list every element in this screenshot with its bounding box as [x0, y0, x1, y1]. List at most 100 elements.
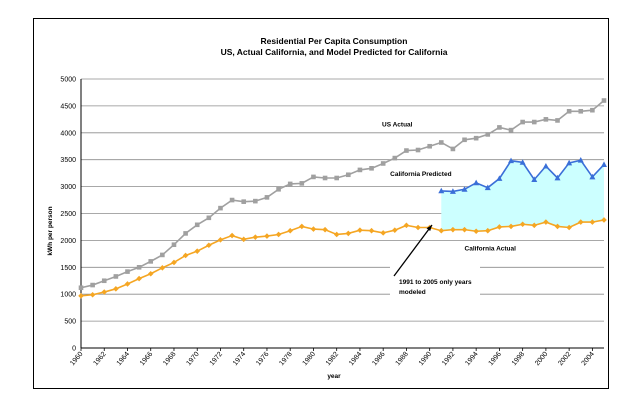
x-tick-label: 1964 — [116, 351, 131, 368]
data-point — [473, 135, 479, 141]
y-tick-label: 2000 — [60, 238, 76, 245]
series-line — [80, 99, 605, 289]
data-point — [311, 174, 316, 180]
y-tick-label: 4000 — [60, 130, 76, 137]
chart-title: Residential Per Capita Consumption — [261, 36, 408, 46]
data-point — [148, 259, 154, 264]
data-point — [449, 188, 456, 194]
data-point — [601, 217, 607, 223]
data-point — [194, 222, 200, 228]
y-tick-label: 500 — [64, 319, 76, 326]
data-point — [473, 228, 479, 235]
data-point — [369, 166, 374, 171]
annotation-arrow-line — [393, 224, 433, 277]
data-point — [484, 184, 491, 191]
data-point — [264, 195, 270, 200]
data-point — [357, 227, 363, 233]
chart-frame: Residential Per Capita Consumption US, A… — [33, 18, 609, 389]
x-tick-label: 1988 — [395, 351, 410, 368]
x-tick-label: 1972 — [209, 351, 224, 368]
data-point — [113, 274, 119, 279]
data-point — [566, 108, 572, 114]
data-point — [508, 223, 514, 230]
data-point — [438, 227, 445, 234]
data-point — [276, 186, 281, 192]
data-point — [322, 226, 328, 233]
data-point — [462, 137, 467, 143]
data-point — [240, 236, 247, 243]
x-tick-label: 2000 — [534, 351, 549, 368]
data-point — [206, 215, 212, 221]
data-point — [78, 293, 84, 299]
x-tick-label: 1992 — [441, 351, 456, 368]
data-point — [89, 291, 96, 298]
data-point — [159, 265, 166, 271]
prediction-region — [441, 160, 604, 232]
data-point — [101, 289, 108, 295]
data-point — [322, 175, 328, 181]
data-point — [531, 119, 537, 125]
data-point — [496, 224, 503, 230]
data-point — [160, 252, 165, 258]
data-point — [275, 231, 282, 238]
data-point — [229, 232, 235, 239]
data-point — [438, 187, 445, 194]
data-point — [368, 227, 375, 234]
series-california-predicted — [438, 157, 607, 194]
data-point — [392, 155, 398, 161]
data-point — [461, 226, 468, 233]
data-point — [403, 222, 410, 229]
series-labels: US Actual California Predicted California … — [382, 121, 516, 252]
data-point — [601, 161, 607, 167]
data-point — [345, 230, 352, 237]
x-tick-label: 1998 — [511, 351, 526, 368]
data-point — [497, 125, 502, 130]
data-point — [554, 223, 561, 230]
data-point — [404, 148, 409, 153]
data-point — [566, 159, 573, 166]
y-tick-label: 1500 — [60, 265, 76, 272]
data-point — [473, 179, 480, 186]
x-tick-label: 1986 — [371, 351, 386, 368]
data-point — [508, 127, 514, 133]
data-point — [136, 275, 142, 282]
x-tick-label: 2002 — [557, 351, 572, 368]
data-point — [531, 176, 538, 183]
data-point — [415, 224, 421, 231]
california-predicted-label: California Predicted — [390, 171, 451, 178]
x-tick-label: 1960 — [69, 351, 84, 368]
x-tick-label: 1966 — [139, 351, 154, 368]
data-point — [334, 175, 339, 181]
data-point — [218, 205, 223, 211]
gridlines — [81, 78, 604, 322]
data-point — [519, 221, 526, 228]
data-point — [113, 286, 119, 292]
annotation-text: modeled — [399, 289, 426, 296]
data-point — [555, 118, 560, 123]
data-point — [508, 157, 515, 164]
series-line — [80, 219, 605, 297]
data-point — [125, 269, 130, 274]
data-point — [253, 198, 258, 204]
x-tick-label: 1996 — [488, 351, 503, 368]
data-point — [577, 157, 584, 163]
series-us-actual — [78, 98, 607, 291]
data-point — [147, 270, 154, 277]
data-point — [194, 248, 201, 254]
x-tick-label: 1962 — [92, 351, 107, 368]
x-tick-label: 1974 — [232, 351, 247, 368]
y-tick-label: 5000 — [60, 77, 76, 84]
x-tick-label: 1970 — [185, 351, 200, 368]
y-tick-label: 3000 — [60, 184, 76, 191]
data-point — [554, 174, 561, 181]
us-actual-label: US Actual — [382, 121, 413, 128]
data-point — [241, 199, 247, 204]
data-point — [333, 231, 340, 238]
data-point — [101, 278, 107, 284]
data-point — [380, 161, 386, 166]
chart-subtitle: US, Actual California, and Model Predict… — [221, 47, 448, 57]
data-point — [182, 252, 189, 259]
data-point — [578, 108, 584, 114]
data-point — [566, 224, 572, 231]
data-point — [589, 173, 596, 180]
